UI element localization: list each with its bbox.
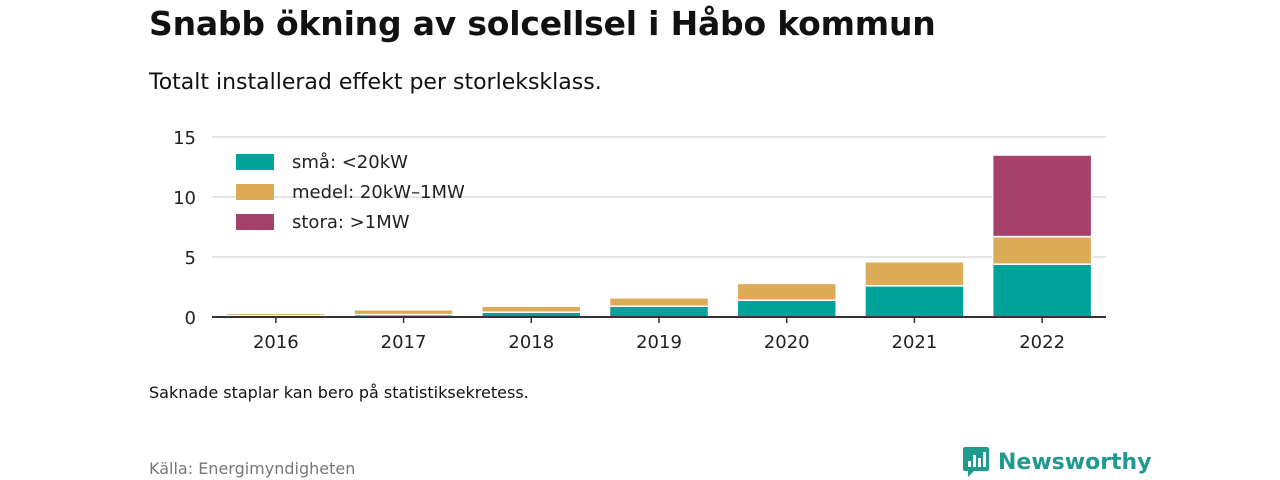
legend: små: <20kW medel: 20kW–1MW stora: >1MW xyxy=(236,152,465,233)
brand-logo: Newsworthy xyxy=(962,446,1152,478)
x-tick-label: 2017 xyxy=(381,332,427,353)
legend-swatch xyxy=(236,154,274,170)
chart-title: Snabb ökning av solcellsel i Håbo kommun xyxy=(149,4,936,43)
bar-segment xyxy=(608,305,710,318)
bar-segment xyxy=(481,305,582,313)
bar-segment xyxy=(225,312,327,317)
chart-subtitle: Totalt installerad effekt per storlekskl… xyxy=(149,70,602,95)
x-tick-label: 2020 xyxy=(764,332,810,353)
brand-name: Newsworthy xyxy=(998,449,1152,475)
bar-segment xyxy=(353,309,454,316)
bar-segment xyxy=(736,299,837,318)
bar-chart-logo-icon xyxy=(963,447,989,477)
legend-swatch xyxy=(236,184,274,200)
bar-segment xyxy=(991,263,1093,318)
x-tick-label: 2022 xyxy=(1019,332,1065,353)
y-tick-label: 5 xyxy=(185,248,196,269)
legend-label: medel: 20kW–1MW xyxy=(292,182,465,203)
legend-swatch xyxy=(236,214,274,230)
bars xyxy=(225,154,1093,318)
y-tick-label: 0 xyxy=(185,308,196,329)
x-tick-label: 2018 xyxy=(508,332,554,353)
gridlines: 0 5 10 15 xyxy=(173,128,1106,329)
bar-segment xyxy=(736,282,837,301)
footnote: Saknade staplar kan bero på statistiksek… xyxy=(149,383,529,402)
x-tick-label: 2016 xyxy=(253,332,299,353)
x-tick-label: 2021 xyxy=(892,332,938,353)
bar-segment xyxy=(864,285,965,318)
x-tick-label: 2019 xyxy=(636,332,682,353)
y-tick-label: 10 xyxy=(173,188,196,209)
y-tick-label: 15 xyxy=(173,128,196,149)
bar-segment xyxy=(991,154,1093,238)
stacked-bar-chart: 0 5 10 15 2016 2017 2018 2019 2020 2021 2022 små:… xyxy=(173,128,1106,353)
bar-segment xyxy=(608,297,710,307)
source-text: Källa: Energimyndigheten xyxy=(149,459,356,478)
legend-label: små: <20kW xyxy=(292,152,408,173)
bar-segment xyxy=(864,261,965,287)
x-axis: 2016 2017 2018 2019 2020 2021 2022 xyxy=(212,316,1106,353)
legend-label: stora: >1MW xyxy=(292,212,410,233)
bar-segment xyxy=(991,235,1093,265)
